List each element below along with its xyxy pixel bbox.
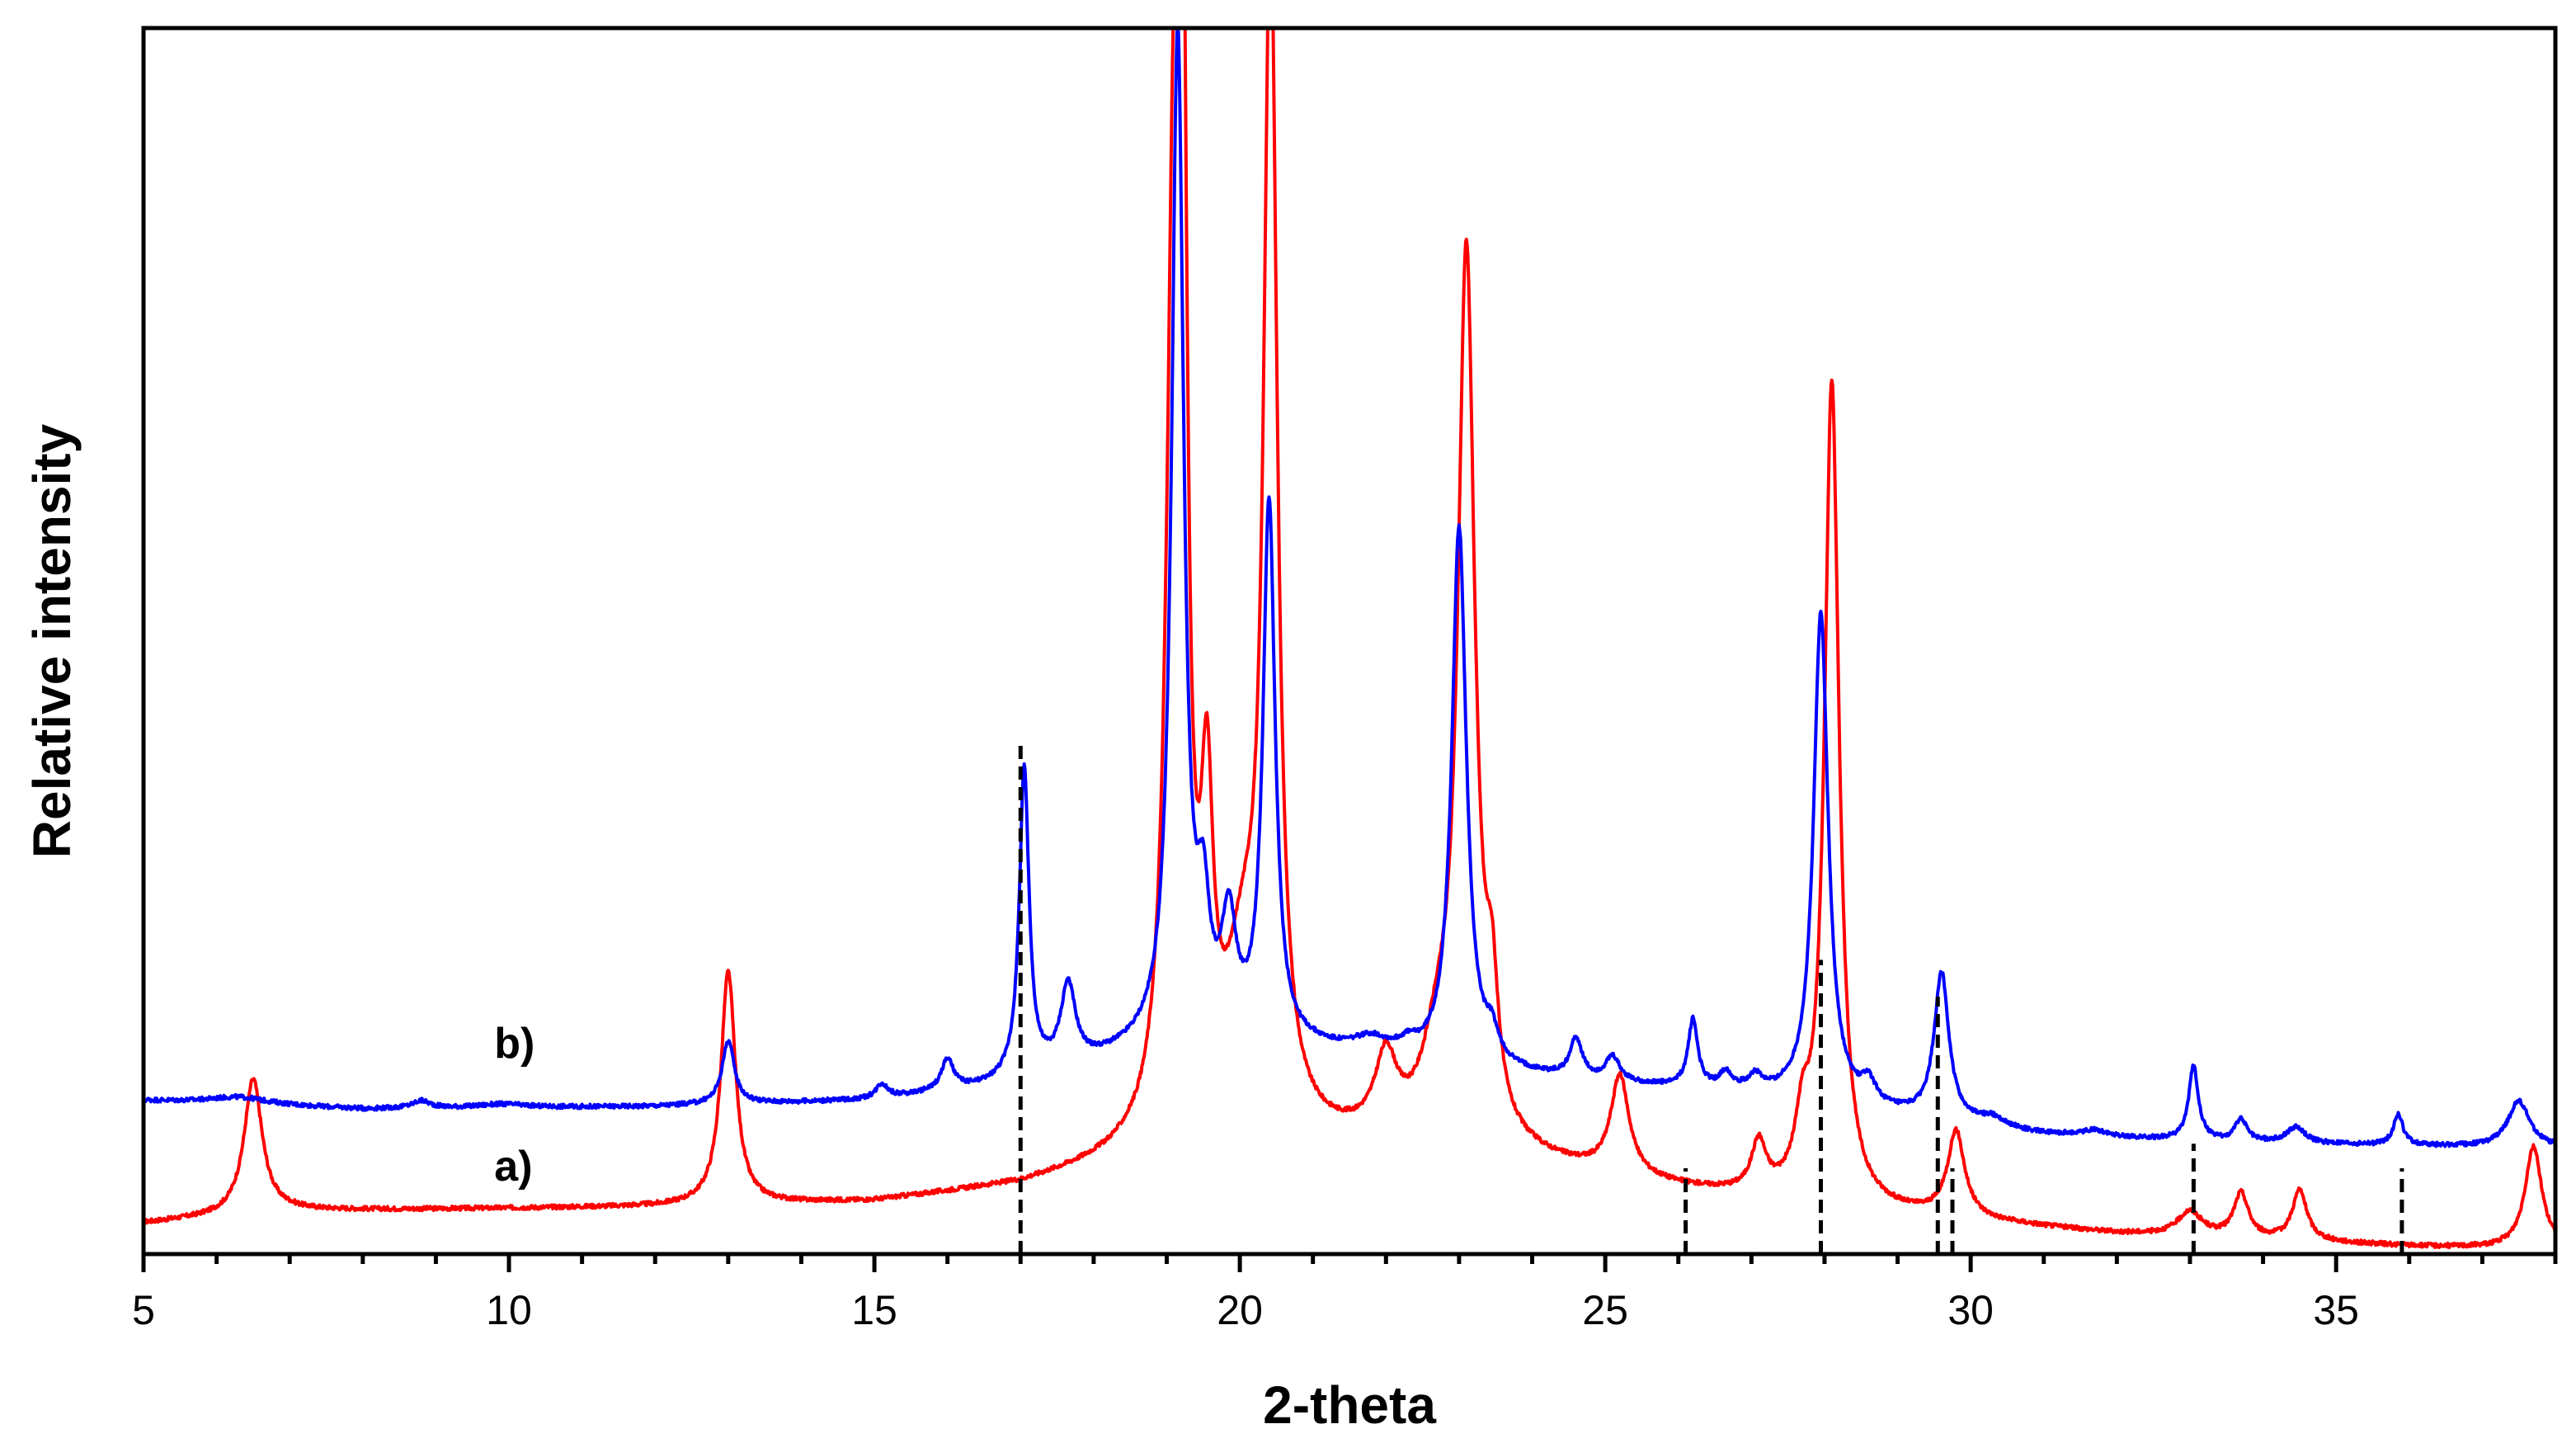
x-tick-label: 20 — [1217, 1287, 1263, 1333]
series-label: a) — [494, 1143, 532, 1191]
x-tick-label: 25 — [1582, 1287, 1628, 1333]
series-layer — [144, 28, 2555, 1249]
x-tick-label: 30 — [1947, 1287, 1994, 1333]
y-axis-title: Relative intensity — [22, 423, 82, 858]
x-tick-label: 5 — [132, 1287, 155, 1333]
plot-frame — [141, 26, 2558, 1257]
x-tick-label: 10 — [486, 1287, 532, 1333]
series-line-b — [144, 28, 2555, 1148]
series-labels: a) b) — [494, 1020, 535, 1191]
x-axis-ticks: 5 10 15 20 25 30 35 — [132, 1254, 2558, 1333]
x-axis-title: 2-theta — [1263, 1375, 1436, 1435]
series-line-a — [144, 28, 2555, 1249]
x-tick-label: 35 — [2313, 1287, 2359, 1333]
series-label: b) — [494, 1020, 535, 1068]
reference-lines — [1018, 738, 2404, 1254]
x-tick-label: 15 — [851, 1287, 897, 1333]
